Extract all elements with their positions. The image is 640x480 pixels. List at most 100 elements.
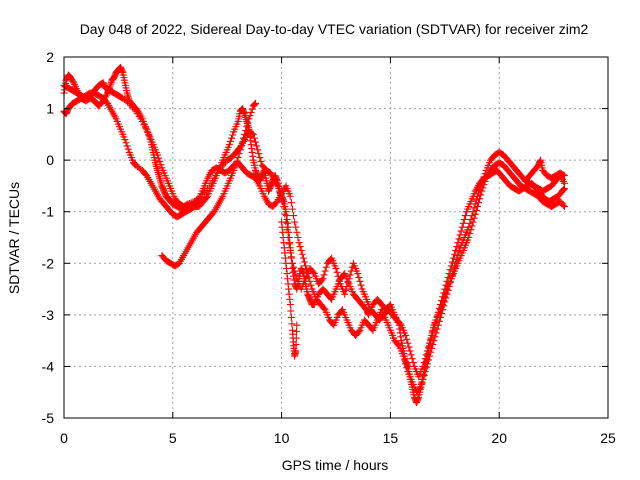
data-point	[298, 250, 306, 258]
data-point	[467, 215, 475, 223]
data-point	[241, 130, 249, 138]
data-point	[122, 139, 130, 147]
data-point	[406, 347, 414, 355]
data-point	[251, 138, 259, 146]
data-point	[292, 271, 300, 279]
data-point	[443, 277, 451, 285]
y-tick-label: -3	[42, 307, 55, 323]
data-point	[240, 134, 248, 142]
data-point	[243, 123, 251, 131]
data-point	[436, 301, 444, 309]
data-point	[403, 335, 411, 343]
data-point	[440, 289, 448, 297]
data-point	[292, 223, 300, 231]
data-point	[426, 339, 434, 347]
x-tick-label: 20	[491, 430, 507, 446]
data-point	[318, 276, 326, 284]
data-point	[428, 331, 436, 339]
data-point	[280, 203, 288, 211]
data-point	[238, 138, 246, 146]
data-point	[469, 208, 477, 216]
data-point	[291, 218, 299, 226]
x-axis-label: GPS time / hours	[282, 457, 389, 473]
data-point	[416, 384, 424, 392]
data-point	[442, 281, 450, 289]
data-point	[249, 130, 257, 138]
data-point	[431, 320, 439, 328]
data-point	[341, 290, 349, 298]
data-point	[450, 267, 458, 275]
data-point	[452, 246, 460, 254]
data-point	[234, 154, 242, 162]
data-point	[419, 375, 427, 383]
data-point	[559, 201, 567, 209]
data-point	[293, 228, 301, 236]
data-point	[235, 150, 243, 158]
data-point	[466, 219, 474, 227]
data-point	[294, 234, 302, 241]
data-point	[447, 262, 455, 270]
data-point	[459, 219, 467, 227]
data-point	[403, 364, 411, 372]
data-point	[335, 276, 343, 284]
data-point	[433, 325, 441, 333]
data-point	[453, 243, 461, 251]
data-point	[124, 98, 132, 106]
data-point	[290, 212, 298, 220]
data-point	[458, 223, 466, 231]
data-point	[444, 286, 452, 294]
data-point	[427, 348, 435, 356]
data-point	[421, 355, 429, 363]
data-point	[450, 254, 458, 262]
data-point	[255, 150, 263, 158]
data-point	[402, 331, 410, 339]
data-point	[445, 282, 453, 290]
data-point	[299, 254, 307, 262]
y-tick-label: -4	[42, 358, 55, 374]
data-point	[121, 136, 129, 144]
data-point	[433, 312, 441, 320]
data-point	[287, 307, 295, 315]
data-point	[248, 105, 256, 113]
data-point	[441, 285, 449, 293]
data-point	[435, 304, 443, 312]
data-point	[300, 258, 308, 266]
data-point	[465, 223, 473, 231]
data-point	[355, 328, 363, 336]
data-point	[142, 124, 150, 132]
data-point	[288, 259, 296, 267]
data-point	[285, 240, 293, 248]
data-point	[232, 161, 240, 169]
data-point	[423, 360, 431, 368]
data-point	[124, 145, 132, 153]
data-point	[293, 328, 301, 336]
data-point	[355, 273, 363, 281]
data-point	[470, 204, 478, 212]
data-point	[434, 321, 442, 329]
data-point	[233, 157, 241, 165]
data-point	[256, 154, 264, 162]
data-point	[441, 298, 449, 306]
x-tick-label: 15	[383, 430, 399, 446]
grid	[64, 57, 608, 418]
data-point	[281, 210, 289, 218]
data-point	[435, 317, 443, 325]
data-point	[409, 359, 417, 367]
data-point	[287, 313, 295, 321]
data-point	[468, 212, 476, 220]
data-point	[342, 286, 350, 294]
data-point	[292, 347, 300, 355]
x-tick-label: 5	[169, 430, 177, 446]
data-point	[251, 99, 259, 107]
x-tick-label: 25	[600, 430, 616, 446]
plot-frame	[63, 56, 609, 419]
data-point	[279, 198, 287, 206]
data-point	[283, 226, 291, 234]
data-point	[439, 306, 447, 314]
data-point	[454, 252, 462, 260]
data-point	[446, 266, 454, 274]
data-point	[296, 243, 304, 251]
data-point	[140, 121, 148, 129]
data-point	[418, 379, 426, 387]
